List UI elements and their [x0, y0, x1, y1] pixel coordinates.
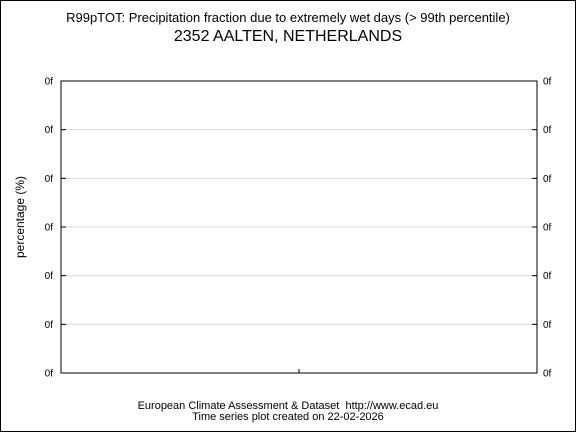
y-tick-label-right: 0f — [543, 369, 552, 380]
y-tick-label-left: 0f — [45, 125, 54, 136]
y-tick-label-left: 0f — [45, 174, 54, 185]
chart-subtitle: 2352 AALTEN, NETHERLANDS — [173, 28, 403, 45]
y-tick-label-right: 0f — [543, 125, 552, 136]
y-tick-label-left: 0f — [45, 77, 54, 88]
y-tick-label-right: 0f — [543, 174, 552, 185]
y-tick-label-right: 0f — [543, 320, 552, 331]
y-tick-label-left: 0f — [45, 271, 54, 282]
chart-title: R99pTOT: Precipitation fraction due to e… — [66, 10, 510, 25]
y-tick-label-right: 0f — [543, 223, 552, 234]
footer-created: Time series plot created on 22-02-2026 — [192, 411, 384, 423]
y-tick-label-left: 0f — [45, 320, 54, 331]
y-tick-label-right: 0f — [543, 271, 552, 282]
y-tick-label-left: 0f — [45, 223, 54, 234]
footer-source: European Climate Assessment & Dataset ht… — [137, 400, 439, 412]
y-tick-label-left: 0f — [45, 369, 54, 380]
y-tick-label-right: 0f — [543, 77, 552, 88]
